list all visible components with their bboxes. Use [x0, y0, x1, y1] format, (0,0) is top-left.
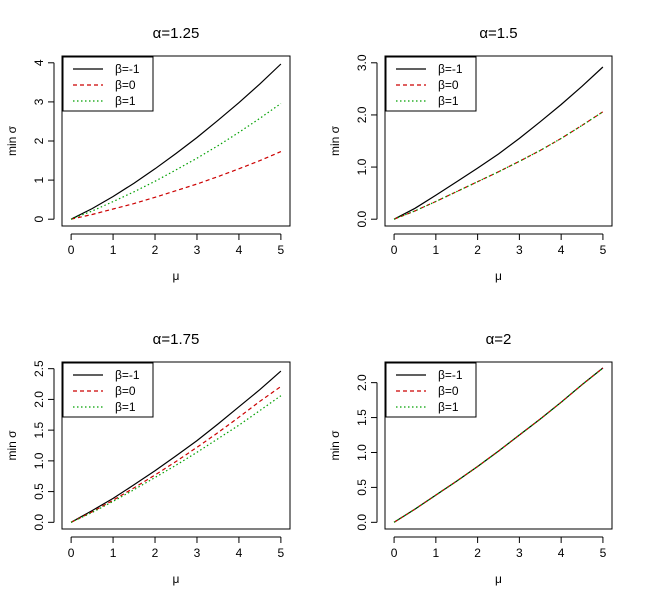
y-tick-label: 1.0	[355, 158, 369, 175]
y-axis-label: min σ	[328, 430, 342, 461]
plot-frame	[384, 55, 613, 227]
legend-box	[385, 362, 477, 418]
y-tick-label: 0.0	[355, 514, 369, 531]
legend-label: β=-1	[438, 368, 463, 382]
legend-label: β=1	[438, 94, 459, 108]
series-line-1	[70, 63, 282, 220]
legend-box	[62, 362, 154, 418]
legend-label: β=0	[115, 384, 136, 398]
y-tick-label: 1.5	[32, 421, 46, 438]
x-tick-label: 3	[194, 243, 201, 257]
y-tick-label: 1.0	[355, 444, 369, 461]
x-tick-label: 4	[558, 243, 565, 257]
y-tick-label: 1	[32, 176, 46, 183]
y-tick-label: 2.0	[355, 106, 369, 123]
legend-label: β=0	[115, 78, 136, 92]
y-tick-label: 2.0	[355, 374, 369, 391]
x-tick-label: 2	[152, 243, 159, 257]
y-tick-label: 2	[32, 137, 46, 144]
chart-panel-1: α=1.25 0 1 2 3 4 5 μ 0 1 2 3 4 min σ β=-1 β=0 β=1	[5, 25, 291, 283]
x-axis-label: μ	[495, 572, 502, 586]
x-tick-label: 5	[600, 546, 607, 560]
y-axis-label: min σ	[5, 125, 19, 156]
series-line-3	[70, 103, 282, 220]
x-tick-label: 5	[278, 243, 285, 257]
x-tick-label: 0	[68, 243, 75, 257]
y-tick-label: 4	[32, 59, 46, 66]
legend-label: β=1	[115, 94, 136, 108]
y-tick-label: 1.5	[355, 409, 369, 426]
y-axis-label: min σ	[328, 125, 342, 156]
legend-label: β=1	[115, 400, 136, 414]
x-tick-label: 0	[68, 546, 75, 560]
legend: β=-1 β=0 β=1	[62, 56, 154, 112]
x-tick-label: 1	[433, 243, 440, 257]
x-axis-label: μ	[495, 269, 502, 283]
chart-panel-3: α=1.75 0 1 2 3 4 5 μ 0.0 0.5 1.0 1.5 2.0 2.5 min σ β=-1…	[5, 331, 291, 586]
x-tick-label: 0	[391, 546, 398, 560]
y-tick-label: 0	[32, 216, 46, 223]
x-tick-label: 3	[516, 243, 523, 257]
x-axis-label: μ	[173, 269, 180, 283]
x-tick-label: 2	[474, 243, 481, 257]
series-line-2	[393, 367, 604, 523]
series-line-2	[393, 111, 604, 220]
plot-frame	[61, 55, 291, 227]
chart-title: α=1.25	[153, 25, 200, 42]
legend-box	[385, 56, 477, 112]
y-tick-label: 0.5	[32, 483, 46, 500]
chart-title: α=1.75	[153, 331, 200, 348]
x-tick-label: 4	[236, 243, 243, 257]
series-line-2	[70, 151, 282, 220]
legend-box	[62, 56, 154, 112]
legend-label: β=0	[438, 78, 459, 92]
y-tick-label: 2.5	[32, 360, 46, 377]
legend: β=-1 β=0 β=1	[385, 362, 477, 418]
legend-label: β=-1	[438, 62, 463, 76]
series-line-1	[393, 66, 604, 220]
y-tick-label: 0.0	[32, 514, 46, 531]
x-tick-label: 0	[391, 243, 398, 257]
x-tick-label: 3	[194, 546, 201, 560]
series-line-1	[70, 370, 282, 523]
y-tick-label: 3	[32, 98, 46, 105]
x-tick-label: 5	[278, 546, 285, 560]
x-axis-label: μ	[173, 572, 180, 586]
chart-title: α=2	[486, 331, 512, 348]
y-tick-label: 0.0	[355, 211, 369, 228]
x-tick-label: 1	[433, 546, 440, 560]
chart-title: α=1.5	[479, 25, 517, 42]
legend: β=-1 β=0 β=1	[385, 56, 477, 112]
y-tick-label: 3.0	[355, 54, 369, 71]
series-line-3	[393, 367, 604, 523]
chart-panel-4: α=2 0 1 2 3 4 5 μ 0.0 0.5 1.0 1.5 2.0 min σ β=-1 β=0 β=1	[328, 331, 613, 586]
legend-label: β=0	[438, 384, 459, 398]
x-tick-label: 2	[152, 546, 159, 560]
legend: β=-1 β=0 β=1	[62, 362, 154, 418]
y-axis-label: min σ	[5, 430, 19, 461]
x-tick-label: 2	[474, 546, 481, 560]
y-tick-label: 1.0	[32, 452, 46, 469]
series-line-3	[393, 111, 604, 220]
legend-label: β=1	[438, 400, 459, 414]
y-tick-label: 0.5	[355, 479, 369, 496]
legend-label: β=-1	[115, 62, 140, 76]
plot-frame	[61, 361, 291, 530]
series-line-2	[70, 386, 282, 523]
plot-frame	[384, 361, 613, 530]
x-tick-label: 4	[236, 546, 243, 560]
x-tick-label: 1	[110, 546, 117, 560]
chart-panel-2: α=1.5 0 1 2 3 4 5 μ 0.0 1.0 2.0 3.0 min σ β=-1 β=0 β=1	[328, 25, 613, 283]
y-tick-label: 2.0	[32, 391, 46, 408]
x-tick-label: 1	[110, 243, 117, 257]
legend-label: β=-1	[115, 368, 140, 382]
x-tick-label: 3	[516, 546, 523, 560]
x-tick-label: 4	[558, 546, 565, 560]
x-tick-label: 5	[600, 243, 607, 257]
